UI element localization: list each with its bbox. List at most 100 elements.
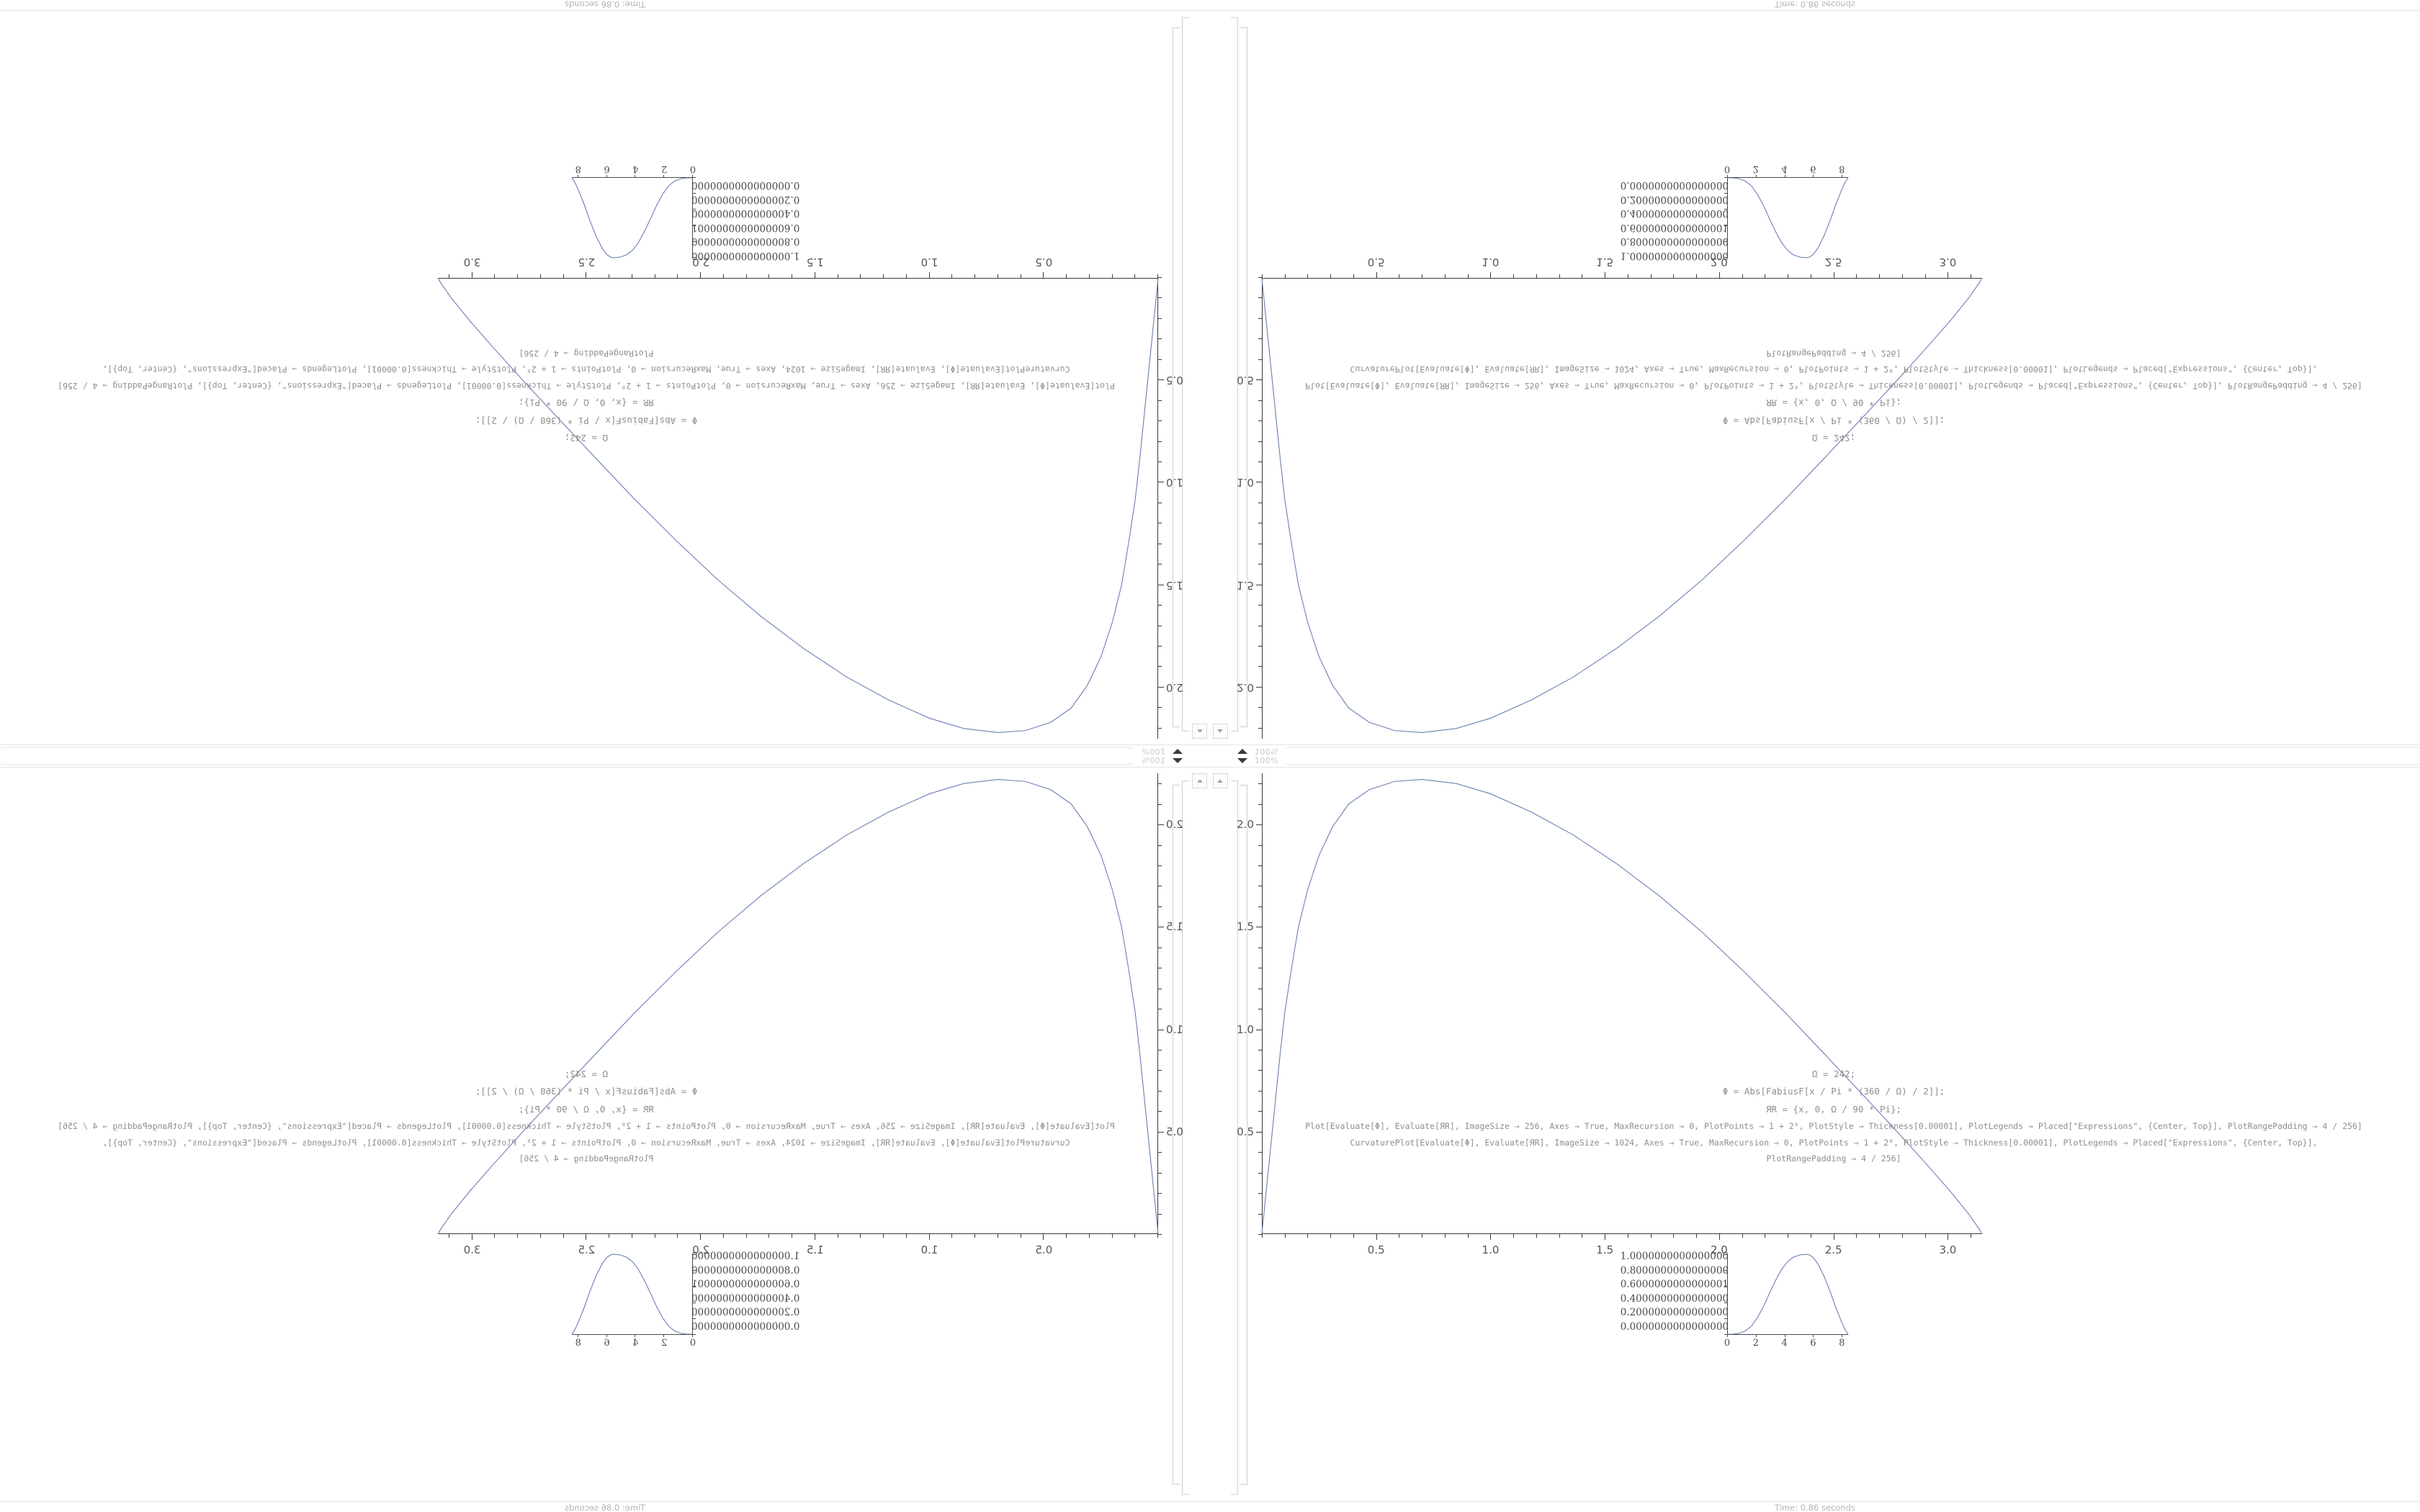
inset-expression-plot[interactable]: 1.0000000000000000 0.8000000000000000 0.60…	[570, 163, 799, 261]
zoom-level-label[interactable]: 100%	[1255, 747, 1279, 756]
code-line-3: Plot[Evaluate[Φ], Evaluate[ЯR], ImageSiz…	[58, 1121, 1115, 1132]
x-tick	[1718, 1234, 1720, 1240]
zoom-level-label[interactable]: 100%	[1255, 756, 1279, 765]
x-tick	[1088, 274, 1090, 278]
quadrant-top-left: 100% 0.5 1.0 1.5 2.0 0.5 1.0 1.5 2.0 2.5 3.0	[0, 0, 1210, 756]
x-tick-label: 1.5	[1596, 256, 1614, 269]
zoom-caret-icon[interactable]	[1237, 749, 1247, 754]
input-code-block[interactable]: Ω = 242; Φ = Abs[FabiusF[x / Pi * (360 /…	[1253, 1066, 2414, 1166]
inset-y-tick-label: 0.8000000000000000	[1620, 235, 1729, 248]
inset-x-tick	[1727, 1334, 1728, 1337]
y-tick	[1258, 1172, 1262, 1174]
scroll-up-button[interactable]	[1192, 724, 1207, 739]
scroll-up-button[interactable]	[1213, 773, 1228, 788]
x-tick-label: 2.0	[1710, 1243, 1728, 1256]
inset-x-tick-label: 0	[689, 163, 696, 174]
inset-y-tick	[1724, 240, 1728, 242]
y-tick	[1258, 605, 1262, 606]
y-tick-label: 1.5	[1166, 920, 1183, 934]
top-divider	[1286, 747, 2419, 748]
y-tick	[1256, 1131, 1262, 1133]
x-tick	[951, 1234, 953, 1238]
x-tick-label: 3.0	[463, 256, 481, 269]
x-tick	[928, 272, 930, 278]
y-tick	[1158, 1213, 1162, 1215]
curvature-plot[interactable]: 0.5 1.0 1.5 2.0 0.5 1.0 1.5 2.0 2.5 3.0	[1237, 773, 1983, 1256]
y-tick	[1258, 707, 1262, 708]
inset-x-tick-label: 4	[1781, 163, 1788, 174]
x-tick-label: 0.5	[1367, 1243, 1385, 1256]
x-tick	[517, 274, 519, 278]
inset-x-tick-label: 2	[661, 163, 668, 174]
inset-x-tick	[606, 175, 607, 178]
x-tick	[1111, 274, 1113, 278]
y-tick	[1258, 666, 1262, 667]
x-tick	[1696, 274, 1698, 278]
x-tick	[1879, 1234, 1881, 1238]
cell-bracket-inner[interactable]	[1240, 785, 1247, 1485]
y-tick	[1158, 1172, 1162, 1174]
x-tick	[1856, 274, 1857, 278]
scroll-up-button[interactable]	[1192, 773, 1207, 788]
curvature-plot[interactable]: 0.5 1.0 1.5 2.0 0.5 1.0 1.5 2.0 2.5 3.0	[437, 773, 1183, 1256]
curvature-curve	[1261, 277, 1983, 734]
inset-x-tick	[663, 1334, 665, 1337]
x-tick-label: 1.0	[1482, 1243, 1500, 1256]
cell-bracket-outer[interactable]	[1231, 780, 1238, 1495]
x-tick	[1157, 274, 1158, 278]
code-line-3: Plot[Evaluate[Φ], Evaluate[ЯR], ImageSiz…	[58, 380, 1115, 391]
code-line-4: CurvaturePlot[Evaluate[Φ], Evaluate[ЯR],…	[102, 364, 1070, 375]
x-tick	[1330, 274, 1332, 278]
inset-y-tick	[1724, 1270, 1728, 1272]
x-tick	[517, 1234, 519, 1238]
y-tick	[1158, 686, 1164, 688]
inset-y-tick	[692, 1302, 696, 1303]
inset-expression-plot[interactable]: 1.0000000000000000 0.8000000000000000 0.60…	[1621, 163, 1850, 261]
zoom-level-label[interactable]: 100%	[1141, 756, 1165, 765]
inset-y-tick-label: 1.0000000000000000	[1620, 250, 1729, 261]
curvature-plot[interactable]: 0.5 1.0 1.5 2.0 0.5 1.0 1.5 2.0 2.5 3.0	[437, 256, 1183, 739]
triangle-up-icon	[1217, 779, 1223, 783]
inset-y-tick	[692, 225, 696, 226]
code-line-2: ЯR = {x, 0, Ω / 90 * Pi};	[518, 1103, 655, 1115]
input-code-block[interactable]: Ω = 242; Φ = Abs[FabiusF[x / Pi * (360 /…	[1253, 346, 2414, 446]
inset-x-tick-label: 8	[575, 163, 581, 174]
code-line-0: Ω = 242;	[564, 1068, 609, 1079]
x-tick	[1467, 1234, 1469, 1238]
input-code-block[interactable]: Ω = 242; Φ = Abs[FabiusF[x / Pi * (360 /…	[6, 346, 1167, 446]
mathematica-notebook-panel: 100% 0.5 1.0 1.5 2.0 0.5 1.0 1.5 2.0 2.5 3.0	[0, 756, 1210, 1512]
inset-x-tick-label: 6	[1810, 1338, 1816, 1349]
evaluation-time-status: Time: 0.86 seconds	[565, 1503, 645, 1512]
inset-y-tick-label: 0.4000000000000000	[691, 1292, 800, 1305]
x-tick	[1111, 1234, 1113, 1238]
x-tick	[1901, 1234, 1903, 1238]
inset-x-tick-label: 6	[604, 163, 610, 174]
inset-y-tick-label: 0.2000000000000000	[691, 1307, 800, 1319]
x-tick	[539, 1234, 541, 1238]
inset-y-tick-label: 0.0000000000000000	[691, 1320, 800, 1333]
y-tick-label: 0.5	[1166, 1125, 1183, 1138]
y-tick	[1258, 727, 1262, 729]
curvature-plot[interactable]: 0.5 1.0 1.5 2.0 0.5 1.0 1.5 2.0 2.5 3.0	[1237, 256, 1983, 739]
y-tick	[1158, 804, 1162, 805]
zoom-caret-icon[interactable]	[1173, 758, 1183, 763]
zoom-level-label[interactable]: 100%	[1141, 747, 1165, 756]
x-tick	[1924, 274, 1926, 278]
scroll-up-button[interactable]	[1213, 724, 1228, 739]
input-code-block[interactable]: Ω = 242; Φ = Abs[FabiusF[x / Pi * (360 /…	[6, 1066, 1167, 1166]
y-tick	[1158, 646, 1162, 647]
x-tick	[1157, 1234, 1158, 1238]
inset-y-tick-label: 0.6000000000000001	[691, 221, 800, 233]
y-tick-label: 1.5	[1166, 578, 1183, 592]
inset-curve	[1726, 177, 1849, 258]
zoom-caret-icon[interactable]	[1173, 749, 1183, 754]
x-tick	[1284, 274, 1286, 278]
inset-expression-plot[interactable]: 1.0000000000000000 0.8000000000000000 0.60…	[1621, 1251, 1850, 1349]
inset-expression-plot[interactable]: 1.0000000000000000 0.8000000000000000 0.60…	[570, 1251, 799, 1349]
zoom-caret-icon[interactable]	[1237, 758, 1247, 763]
y-tick-label: 0.5	[1237, 374, 1254, 387]
y-tick	[1158, 1234, 1162, 1235]
bottom-divider	[0, 1501, 1210, 1502]
inset-y-tick-label: 1.0000000000000000	[1620, 1251, 1729, 1262]
inset-y-tick-label: 0.4000000000000000	[1620, 1292, 1729, 1305]
